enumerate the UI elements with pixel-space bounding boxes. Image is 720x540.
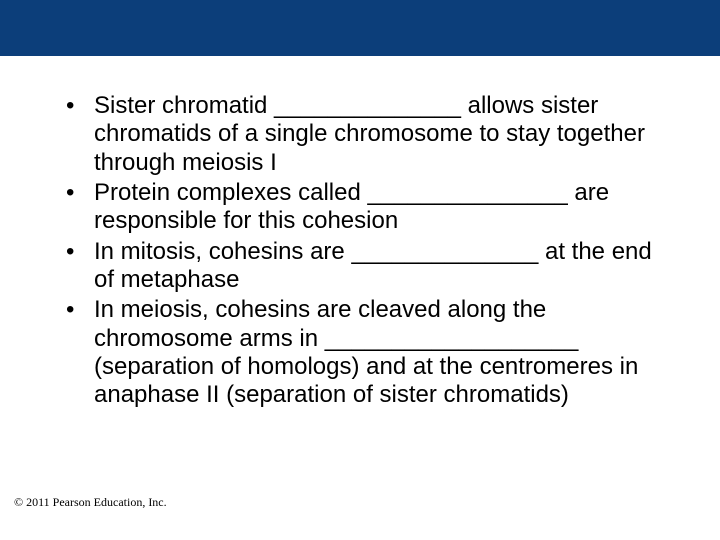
bullet-list: Sister chromatid ______________ allows s… [66, 92, 672, 409]
copyright-text: © 2011 Pearson Education, Inc. [14, 495, 167, 510]
bullet-item: In meiosis, cohesins are cleaved along t… [66, 296, 672, 409]
bullet-item: Sister chromatid ______________ allows s… [66, 92, 672, 177]
bullet-text: In mitosis, cohesins are ______________ … [94, 238, 652, 293]
top-bar [0, 0, 720, 56]
bullet-item: Protein complexes called _______________… [66, 179, 672, 236]
bullet-text: Sister chromatid ______________ allows s… [94, 92, 645, 176]
slide: { "layout": { "top_bar_height_px": 56, "… [0, 0, 720, 540]
bullet-item: In mitosis, cohesins are ______________ … [66, 238, 672, 295]
bullet-text: In meiosis, cohesins are cleaved along t… [94, 296, 638, 408]
bullet-text: Protein complexes called _______________… [94, 179, 609, 234]
slide-content: Sister chromatid ______________ allows s… [0, 56, 720, 409]
